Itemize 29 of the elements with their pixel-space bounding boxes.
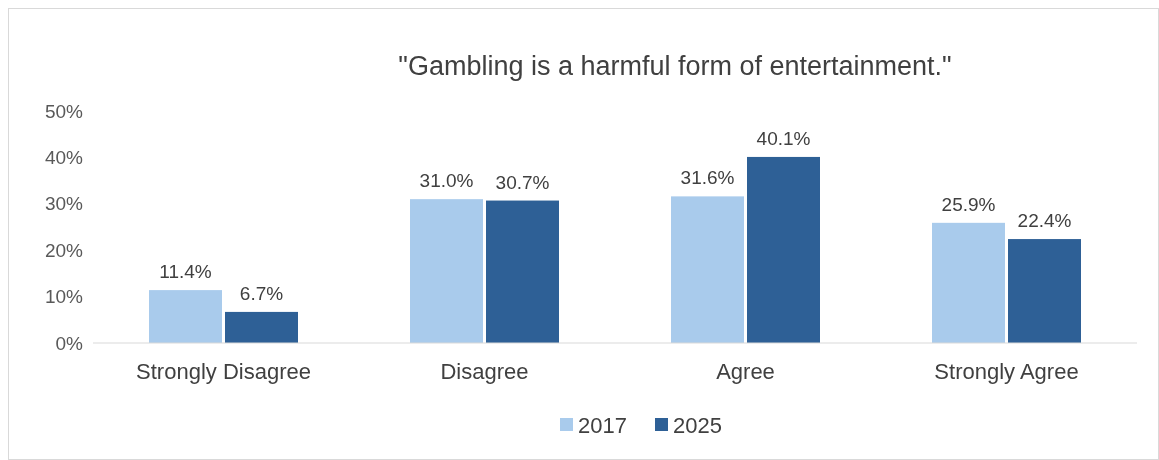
legend-label: 2025 [673,412,722,438]
data-label: 11.4% [159,261,212,283]
y-tick-label: 10% [44,286,84,308]
bar [149,290,222,343]
legend-label: 2017 [578,412,627,438]
y-tick-label: 40% [44,147,84,169]
y-tick-label: 20% [44,239,84,261]
bar [932,222,1005,343]
x-tick-label: Strongly Disagree [136,359,311,384]
data-label: 6.7% [239,282,284,304]
data-label: 40.1% [756,127,811,149]
bar [671,196,744,343]
bar [747,156,820,343]
bar [1008,239,1081,343]
x-tick-label: Agree [716,359,775,384]
x-tick-label: Strongly Agree [934,359,1079,384]
data-label: 31.6% [680,167,735,189]
y-tick-label: 30% [44,193,84,215]
y-tick-label: 0% [55,332,84,354]
y-tick-label: 50% [44,100,84,122]
x-tick-label: Disagree [440,359,529,384]
bar [225,311,298,343]
chart-title: "Gambling is a harmful form of entertainment." [398,51,952,81]
bar [410,199,483,343]
data-label: 22.4% [1017,210,1072,232]
data-label: 31.0% [419,170,474,192]
data-label: 25.9% [941,193,996,215]
data-label: 30.7% [495,171,550,193]
bar [486,200,559,343]
